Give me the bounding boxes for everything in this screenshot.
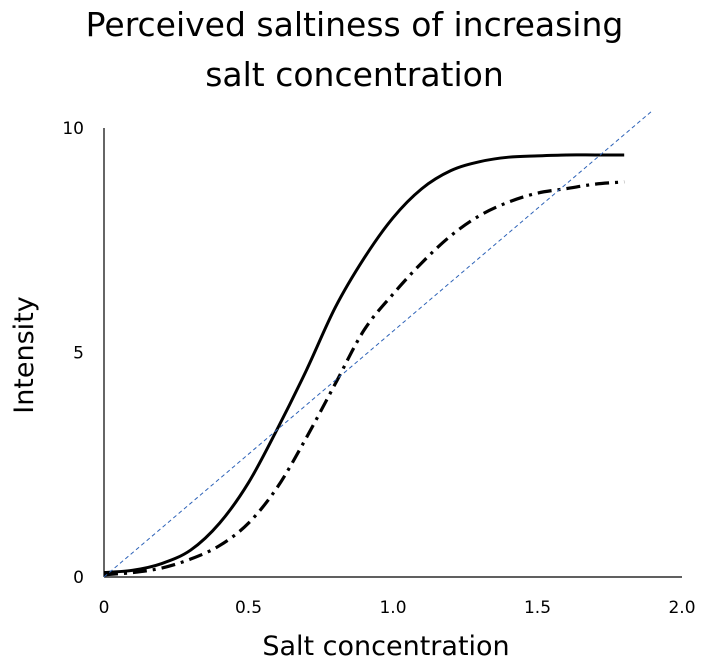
x-tick-label: 0.5	[235, 598, 262, 618]
x-tick-label: 1.5	[524, 598, 551, 618]
series-lines	[103, 109, 654, 578]
axes	[103, 128, 682, 578]
y-tick-label: 10	[62, 119, 84, 139]
x-tick-labels: 0 0.5 1.0 1.5 2.0	[99, 598, 696, 618]
y-tick-label: 0	[73, 568, 84, 588]
y-axis-title: Intensity	[9, 296, 40, 414]
x-axis-title: Salt concentration	[262, 631, 509, 662]
x-tick-label: 0	[99, 598, 110, 618]
x-tick-label: 2.0	[668, 598, 695, 618]
series-line-solid	[103, 153, 625, 575]
x-tick-label: 1.0	[379, 598, 406, 618]
chart-title-line-2: salt concentration	[205, 55, 504, 94]
chart-title-line-1: Perceived saltiness of increasing	[85, 5, 624, 44]
series-line-dashed	[103, 109, 654, 578]
series-line-dash-dot	[103, 180, 625, 577]
y-tick-labels: 0 5 10	[62, 119, 84, 588]
y-tick-label: 5	[73, 344, 84, 364]
